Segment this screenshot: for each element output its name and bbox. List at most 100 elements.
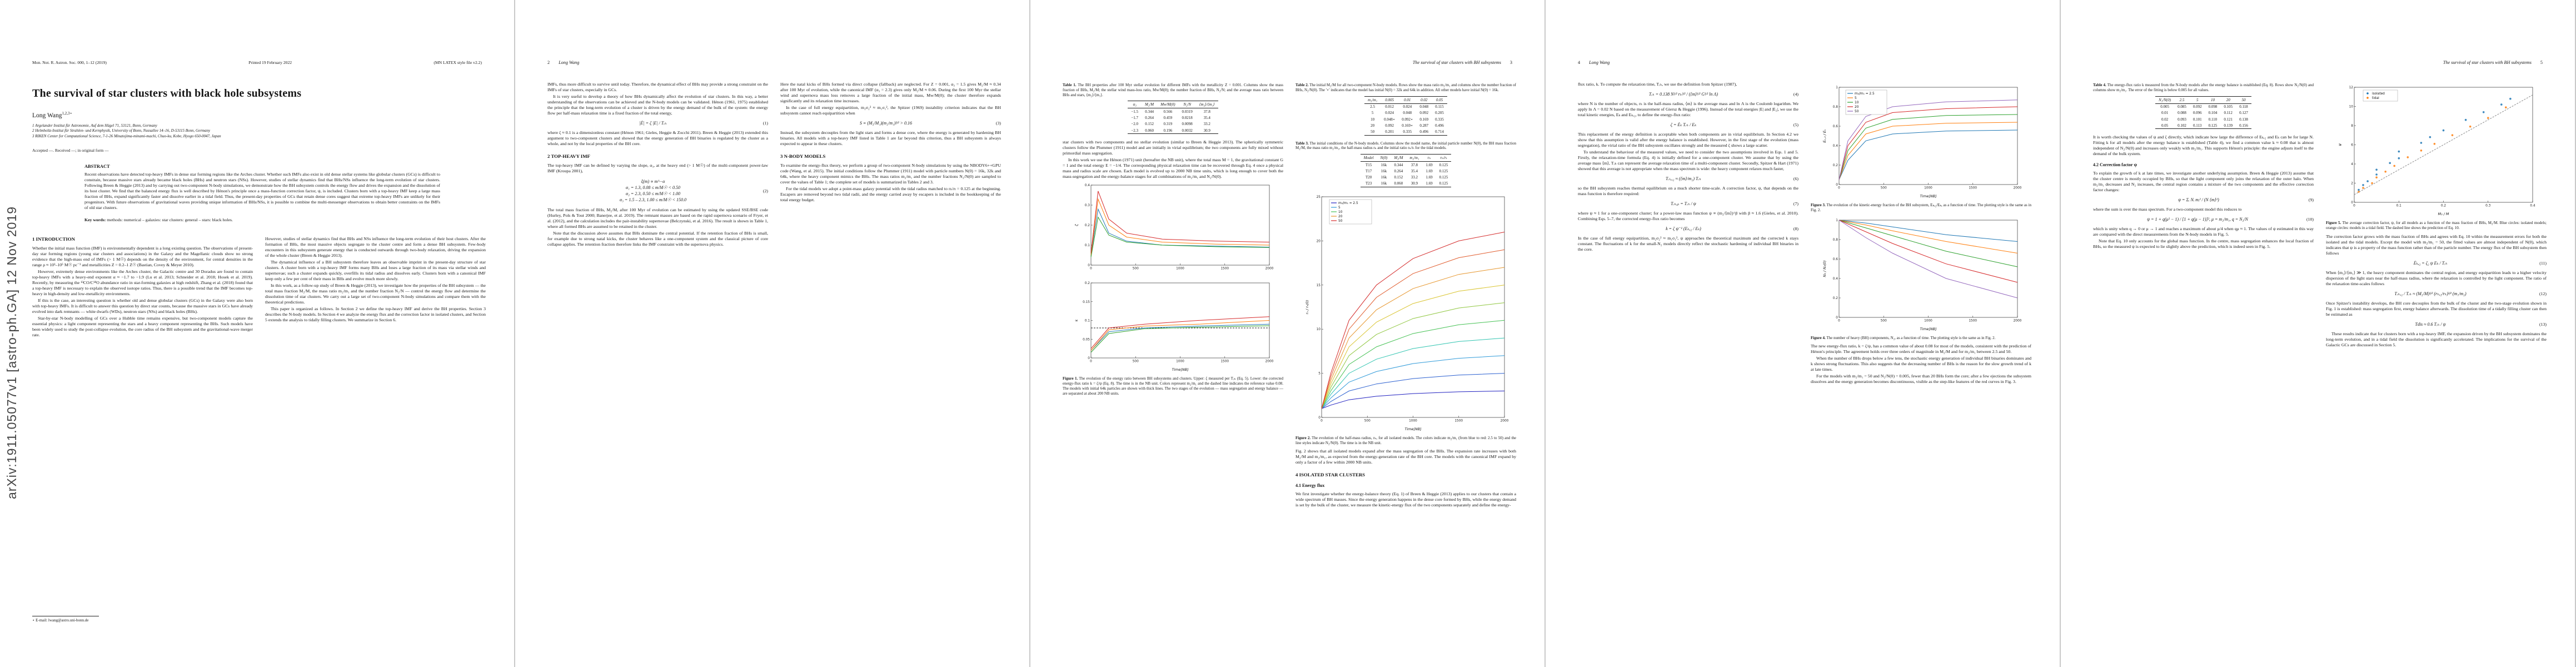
left-column: flux ratio, k. To compute the relaxation…	[1578, 82, 1798, 386]
svg-text:50: 50	[1338, 220, 1343, 223]
page-5: The survival of star clusters with BH su…	[2061, 0, 2575, 667]
svg-text:8: 8	[2351, 125, 2353, 128]
author-name: Long Wang	[32, 112, 62, 119]
paragraph: However, extremely dense environments li…	[32, 269, 253, 297]
page-3: The survival of star clusters with BH su…	[1030, 0, 1544, 667]
svg-text:1000: 1000	[1924, 187, 1932, 190]
equation: Tᵣₕ = 0.138 N¹⁄² rₕ³⁄² / (⟨m⟩¹⁄² G¹⁄² ln…	[1578, 92, 1798, 97]
paragraph: where the sum is over the mass spectrum.…	[2093, 207, 2242, 212]
svg-text:0.2: 0.2	[1084, 224, 1090, 227]
figure-1-caption: Figure 1. The evolution of the energy ra…	[1063, 376, 1283, 396]
table-header-cell: 5	[2189, 96, 2205, 104]
equation-body: ψ = Σᵢ Nᵢ mᵢ² / (N ⟨m⟩²)	[2178, 197, 2219, 203]
paragraph: The top-heavy IMF can be defined by vary…	[547, 163, 768, 173]
table-row: T23 16k 0.060 30.9 1.69 0.125	[1360, 180, 1452, 187]
table-header-cell: M₂/M	[1142, 101, 1158, 109]
equation-number: (7)	[1793, 201, 1798, 206]
table-cell: 0.0098	[1182, 122, 1193, 127]
paragraph: This replacement of the energy definitio…	[1578, 132, 1798, 148]
table-header-cell: Model	[1360, 154, 1377, 162]
data-table: m₂/m₁ 0.005 0.01 0.02 0.05 2.5 0.012 0.024 0.048…	[1364, 96, 1447, 136]
table-cell: 0.060	[1391, 180, 1407, 187]
table-cell: 0.0218	[1182, 116, 1193, 121]
right-column: Here the natal kicks of BHs formed via d…	[780, 82, 1001, 248]
svg-text:500: 500	[1364, 419, 1370, 422]
table-row: 0.05 0.102 0.113 0.125 0.139 0.156	[2155, 122, 2251, 130]
equation: ψ = 1 + q(μ² − 1) / [1 + q(μ − 1)]², μ =…	[2093, 217, 2314, 222]
svg-text:0: 0	[1318, 416, 1321, 420]
table-cell: 0.0032	[1178, 127, 1196, 135]
svg-text:0.6: 0.6	[1832, 258, 1838, 261]
svg-text:2000: 2000	[1265, 360, 1273, 364]
chart-svg: 0 500 1000 1500 200000.20.40.60.81Time[NB]Eₖ…	[1821, 83, 2021, 199]
equation: Tᵣₕ,₂ / Tᵣₕ ≈ (M₂/M)¹⁄² (rₕ,₂/rₕ)³⁄² (m₁…	[2326, 291, 2547, 296]
page-4: 4 Long Wang flux ratio, k. To compute th…	[1546, 0, 2060, 667]
svg-text:1: 1	[1836, 86, 1838, 89]
table-row: 50 0.201 0.335 0.496 0.714	[1364, 128, 1447, 136]
table-2-caption: Table 2. The initial M₂/M for all two-co…	[1296, 83, 1516, 93]
table-cell: 0.205	[1435, 111, 1444, 116]
table-header-cell: α₃	[1128, 101, 1142, 109]
svg-text:0.4: 0.4	[2530, 205, 2535, 208]
paragraph: where ζ ≈ 0.1 is a dimensionless constan…	[547, 130, 768, 146]
equation: S ≡ (M₂/M₁)(m₂/m₁)³⁄² > 0.16 (3)	[780, 121, 1001, 126]
table-cell: 0.201	[1381, 128, 1399, 136]
two-column-body: flux ratio, k. To compute the relaxation…	[1578, 82, 2031, 386]
table-cell: 2.5	[1370, 104, 1375, 109]
equation-line: α₃ = 1.5 – 2.3, 1.00 ≤ m/M☉ < 150.0	[619, 197, 686, 202]
paragraph: In the case of full energy equipartition…	[1578, 236, 1798, 252]
caption-text: The evolution of the half-mass radius, r…	[1296, 435, 1517, 445]
table-cell: 0.060	[1142, 127, 1158, 135]
paragraph: To explain the growth of k at late times…	[2093, 171, 2314, 193]
caption-label: Table 1.	[1063, 83, 1077, 87]
equation-line: α₁ = 1.3, 0.08 ≤ m/M☉ < 0.50	[625, 185, 680, 190]
table-cell: 1.69	[1426, 168, 1433, 173]
table-header-cell: 0.02	[1416, 96, 1432, 104]
table-cell: 1.69	[1422, 180, 1436, 187]
equation-body: Ėₖ,₂ = ζ₂ ψ Eₖ / Tᵣₕ	[2413, 260, 2448, 266]
page-1: Mon. Not. R. Astron. Soc. 000, 1–12 (201…	[0, 0, 514, 667]
svg-text:1500: 1500	[1969, 187, 1977, 190]
table-cell: 16k	[1381, 175, 1387, 180]
paragraph: When ⟨m₂⟩/⟨m₁⟩ ≫ 1, the heavy component …	[2326, 270, 2547, 286]
table-cell: 0.566	[1163, 109, 1173, 114]
caption-text: The initial conditions of the N-body mod…	[1296, 141, 1517, 151]
table-cell: 0.496	[1435, 123, 1444, 128]
table-cell: 0.096	[2193, 111, 2202, 116]
table-cell: 10	[1371, 117, 1375, 122]
equation-body: k = ζ ψ⁻¹ (Eₖ,₂ / Eₖ)	[1666, 226, 1701, 231]
svg-text:1: 1	[1836, 219, 1838, 222]
paragraph: When the number of BHs drops below a few…	[1811, 356, 2031, 372]
figure-2-chart: 0 500 1000 1500 2000 0 5 10 15 20 25 Time[NB] rₕ / r…	[1296, 192, 1516, 435]
paragraph: If this is the case, an interesting ques…	[32, 298, 253, 315]
svg-text:Time[NB]: Time[NB]	[1920, 327, 1936, 331]
running-header: The survival of star clusters with BH su…	[1063, 60, 1512, 65]
equation: Tᵣₗₓ,₂ ≈ (⟨m⟩/m₂) Tᵣₕ (6)	[1578, 176, 1798, 181]
table-header-cell: m₂/m₁	[1406, 154, 1423, 162]
figure-1-top-panel: 0 500 1000 1500 2000 0 0.1 0.2 0.3 0.4 ζ	[1063, 181, 1283, 277]
svg-text:m₂/m₁ = 2.5: m₂/m₁ = 2.5	[1338, 202, 1358, 205]
table-header-cell: N₂/N	[1178, 101, 1196, 109]
table-cell: 0.024	[1403, 104, 1412, 109]
svg-text:500: 500	[1132, 360, 1138, 364]
svg-text:10: 10	[1316, 328, 1321, 331]
page-number: 4	[1578, 60, 1581, 65]
svg-text:10: 10	[1338, 211, 1343, 214]
svg-text:0.6: 0.6	[1832, 125, 1838, 128]
table-cell: 0.092	[1419, 111, 1429, 116]
svg-text:ψ: ψ	[2338, 143, 2342, 146]
paragraph: Once Spitzer's instability develops, the…	[2326, 300, 2547, 317]
figure-3-chart: 0 500 1000 1500 2000 0 0.2 0.4 0.6 0.8 1 Time[NB] Eₖ…	[1811, 83, 2031, 202]
paragraph: IMFs, thus more difficult to survive unt…	[547, 82, 768, 92]
figure-2-caption: Figure 2. The evolution of the half-mass…	[1296, 436, 1516, 446]
equation-body: Tᵣₕ,₂ / Tᵣₕ ≈ (M₂/M)¹⁄² (rₕ,₂/rₕ)³⁄² (m₁…	[2394, 291, 2467, 296]
dateline: Accepted —. Received —; in original form…	[32, 148, 109, 153]
table-cell: 0.01	[2161, 111, 2169, 116]
page-number: 5	[2540, 60, 2543, 65]
abstract-heading: ABSTRACT	[84, 164, 110, 170]
paragraph: Whether the initial mass function (IMF) …	[32, 246, 253, 268]
paragraph: Fig. 2 shows that all isolated models ex…	[1296, 449, 1516, 465]
equation: |Ė| = ζ |E| / Tᵣₕ (1)	[547, 121, 768, 126]
